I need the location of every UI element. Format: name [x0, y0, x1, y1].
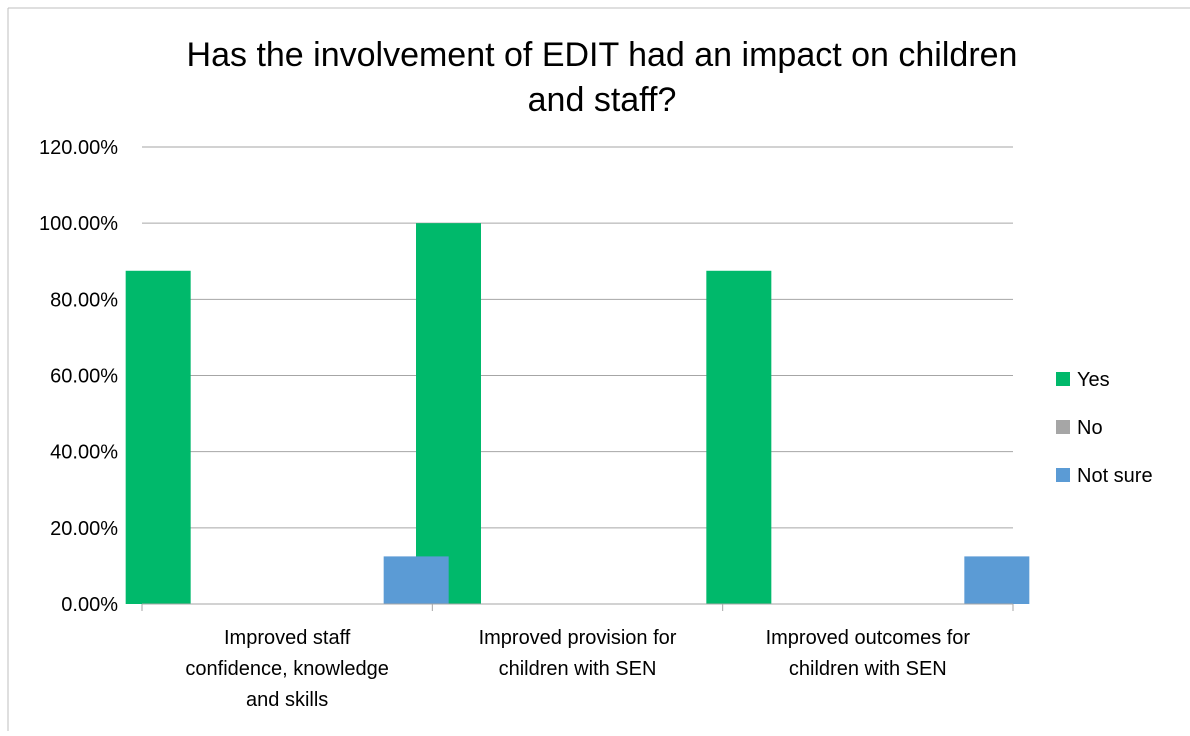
- category-label: Improved outcomes for: [766, 627, 971, 649]
- bar-yes: [706, 270, 772, 604]
- chart-title-line-1: Has the involvement of EDIT had an impac…: [187, 36, 1018, 74]
- category-label: confidence, knowledge: [185, 658, 388, 680]
- bar-yes: [125, 270, 191, 604]
- y-tick-label: 80.00%: [50, 289, 118, 311]
- legend-swatch: [1056, 420, 1070, 434]
- bar-yes: [416, 223, 481, 604]
- category-label: and skills: [246, 689, 328, 711]
- bars: [125, 223, 1030, 604]
- bar-not-sure: [964, 556, 1030, 604]
- category-labels: Improved staff confidence, knowledge and s…: [185, 627, 970, 711]
- y-tick-label: 20.00%: [50, 518, 118, 540]
- category-label: Improved staff: [224, 627, 351, 649]
- category-label: Improved provision for: [479, 627, 677, 649]
- chart-title-line-2: and staff?: [528, 81, 677, 119]
- y-tick-label: 100.00%: [39, 213, 118, 235]
- gridlines: [142, 146, 1013, 529]
- y-axis-tick-labels: 0.00% 20.00% 40.00% 60.00% 80.00% 100.00% 120.…: [39, 137, 118, 616]
- bar-not-sure: [383, 556, 449, 604]
- legend: Yes No Not sure: [1056, 369, 1153, 487]
- category-label: children with SEN: [499, 658, 657, 680]
- legend-label: Not sure: [1077, 465, 1153, 487]
- legend-swatch: [1056, 372, 1070, 386]
- legend-label: Yes: [1077, 369, 1110, 391]
- y-tick-label: 40.00%: [50, 442, 118, 464]
- legend-swatch: [1056, 468, 1070, 482]
- y-tick-label: 60.00%: [50, 366, 118, 388]
- category-label: children with SEN: [789, 658, 947, 680]
- y-tick-label: 120.00%: [39, 137, 118, 159]
- y-tick-label: 0.00%: [61, 594, 118, 616]
- x-axis: [141, 603, 1014, 611]
- legend-label: No: [1077, 417, 1103, 439]
